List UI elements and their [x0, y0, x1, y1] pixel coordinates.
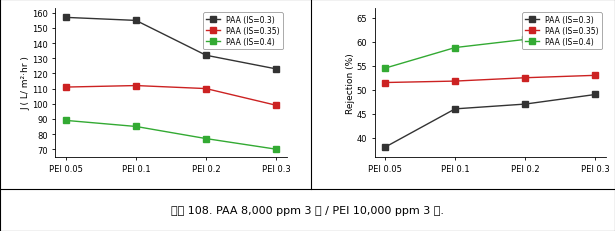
Line: PAA (IS=0.35): PAA (IS=0.35)	[383, 73, 598, 86]
Line: PAA (IS=0.35): PAA (IS=0.35)	[63, 83, 279, 109]
PAA (IS=0.35)	[381, 82, 389, 85]
Legend: PAA (IS=0.3), PAA (IS=0.35), PAA (IS=0.4): PAA (IS=0.3), PAA (IS=0.35), PAA (IS=0.4…	[203, 13, 283, 50]
PAA (IS=0.4)	[592, 29, 599, 32]
Line: PAA (IS=0.3): PAA (IS=0.3)	[63, 15, 279, 72]
PAA (IS=0.35)	[272, 104, 280, 107]
PAA (IS=0.4)	[381, 67, 389, 70]
Y-axis label: J ( L/ m²·hr ): J ( L/ m²·hr )	[22, 56, 31, 110]
PAA (IS=0.3)	[451, 108, 459, 111]
Line: PAA (IS=0.4): PAA (IS=0.4)	[63, 118, 279, 152]
PAA (IS=0.3)	[62, 17, 69, 20]
PAA (IS=0.3)	[592, 94, 599, 97]
Y-axis label: Rejection (%): Rejection (%)	[346, 53, 355, 113]
PAA (IS=0.35)	[132, 85, 140, 88]
PAA (IS=0.4)	[522, 39, 529, 42]
PAA (IS=0.3)	[381, 146, 389, 149]
PAA (IS=0.3)	[132, 20, 140, 23]
PAA (IS=0.3)	[522, 103, 529, 106]
PAA (IS=0.4)	[132, 125, 140, 128]
PAA (IS=0.35)	[451, 80, 459, 83]
PAA (IS=0.35)	[522, 77, 529, 80]
Line: PAA (IS=0.4): PAA (IS=0.4)	[383, 28, 598, 72]
PAA (IS=0.3)	[272, 68, 280, 71]
PAA (IS=0.4)	[202, 138, 210, 140]
Text: 그림 108. PAA 8,000 ppm 3 분 / PEI 10,000 ppm 3 분.: 그림 108. PAA 8,000 ppm 3 분 / PEI 10,000 p…	[171, 205, 444, 215]
PAA (IS=0.4)	[451, 47, 459, 50]
PAA (IS=0.4)	[62, 119, 69, 122]
PAA (IS=0.35)	[62, 86, 69, 89]
Legend: PAA (IS=0.3), PAA (IS=0.35), PAA (IS=0.4): PAA (IS=0.3), PAA (IS=0.35), PAA (IS=0.4…	[522, 13, 602, 50]
PAA (IS=0.35)	[592, 75, 599, 77]
PAA (IS=0.4)	[272, 148, 280, 151]
PAA (IS=0.3)	[202, 55, 210, 57]
Line: PAA (IS=0.3): PAA (IS=0.3)	[383, 92, 598, 150]
PAA (IS=0.35)	[202, 88, 210, 91]
